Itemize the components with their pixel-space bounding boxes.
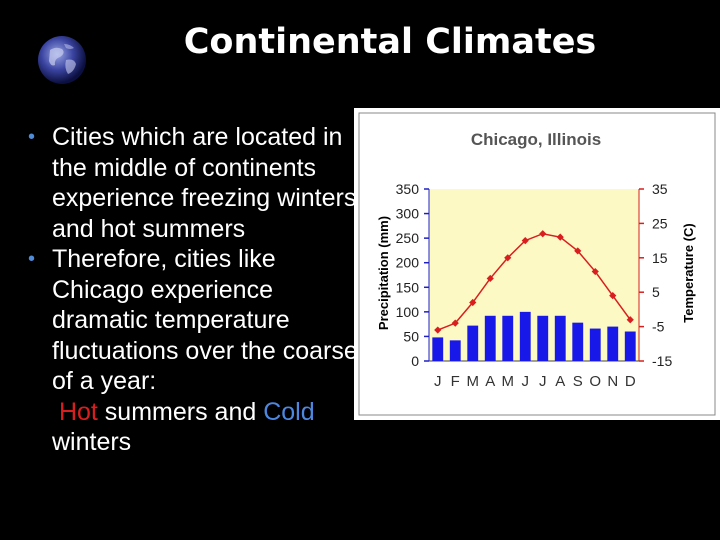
y-right-tick-label: 5: [652, 284, 660, 300]
y-left-tick-label: 0: [411, 353, 419, 369]
temperature-point: [591, 267, 599, 276]
x-tick-label: J: [539, 373, 547, 390]
slide-title: Continental Climates: [183, 22, 597, 62]
precip-bar: [519, 311, 531, 361]
chart-border: [358, 112, 716, 416]
x-tick-label: S: [573, 373, 583, 390]
x-tick-label: F: [451, 373, 460, 390]
y-right-tick-label: 15: [652, 250, 668, 266]
precip-bar: [607, 326, 619, 361]
y-left-tick-label: 50: [403, 328, 419, 344]
temperature-line: [437, 232, 631, 331]
temperature-point: [539, 230, 547, 238]
bullet-item: • Therefore, cities like Chicago experie…: [28, 244, 358, 397]
x-tick-label: J: [522, 373, 530, 390]
bullet-list: • Cities which are located in the middle…: [28, 122, 358, 458]
cold-word: Cold: [263, 397, 315, 426]
plot-background: [429, 189, 639, 361]
temperature-point: [434, 326, 442, 334]
precip-bar: [502, 315, 514, 361]
bullet-item: • Cities which are located in the middle…: [28, 122, 358, 244]
bullet-text: Therefore, cities like Chicago experienc…: [52, 245, 358, 395]
tail-middle: summers and: [97, 397, 264, 426]
temperature-point: [626, 316, 634, 324]
x-tick-label: N: [607, 373, 618, 390]
precip-bar: [449, 340, 461, 361]
x-tick-label: M: [467, 373, 480, 390]
x-tick-label: M: [502, 373, 515, 390]
y-right-tick-label: -5: [652, 319, 665, 335]
bullet-continuation: Hot summers and Cold winters: [28, 397, 358, 458]
chart-title: Chicago, Illinois: [471, 130, 601, 149]
y-left-tick-label: 250: [396, 230, 420, 246]
precip-bar: [589, 328, 601, 361]
globe-icon: [38, 36, 86, 84]
y-left-tick-label: 350: [396, 181, 420, 197]
precip-bar: [432, 337, 444, 361]
y-right-tick-label: 25: [652, 215, 668, 231]
precip-bar: [572, 322, 584, 361]
y-left-tick-label: 300: [396, 206, 420, 222]
y-right-tick-label: -15: [652, 353, 672, 369]
temperature-point: [556, 233, 564, 241]
bullet-text: Cities which are located in the middle o…: [52, 123, 357, 243]
temperature-point: [574, 247, 582, 255]
precip-bar: [537, 315, 549, 361]
tail-end: winters: [52, 428, 132, 456]
precip-bar: [484, 315, 496, 361]
temperature-point: [486, 274, 494, 283]
precip-bar: [554, 315, 566, 361]
x-tick-label: A: [485, 373, 495, 390]
x-tick-label: D: [625, 373, 636, 390]
temperature-point: [521, 237, 529, 245]
temperature-point: [451, 319, 459, 327]
bullet-marker: •: [28, 126, 36, 148]
x-tick-label: A: [555, 373, 565, 390]
y-left-tick-label: 200: [396, 255, 420, 271]
y-left-label: Precipitation (mm): [376, 216, 391, 330]
precip-bar: [467, 325, 479, 361]
y-right-tick-label: 35: [652, 181, 668, 197]
hot-word: Hot: [58, 397, 98, 426]
climate-chart: Chicago, Illinois Precipitation (mm) Tem…: [354, 108, 720, 420]
y-left-tick-label: 150: [396, 279, 420, 295]
bullet-marker: •: [28, 248, 36, 270]
temperature-point: [469, 298, 477, 307]
x-tick-label: J: [434, 373, 442, 390]
temperature-point: [504, 254, 512, 262]
x-tick-label: O: [589, 373, 601, 390]
precip-bar: [624, 331, 636, 361]
y-left-tick-label: 100: [396, 304, 420, 320]
y-right-label: Temperature (C): [681, 223, 696, 322]
